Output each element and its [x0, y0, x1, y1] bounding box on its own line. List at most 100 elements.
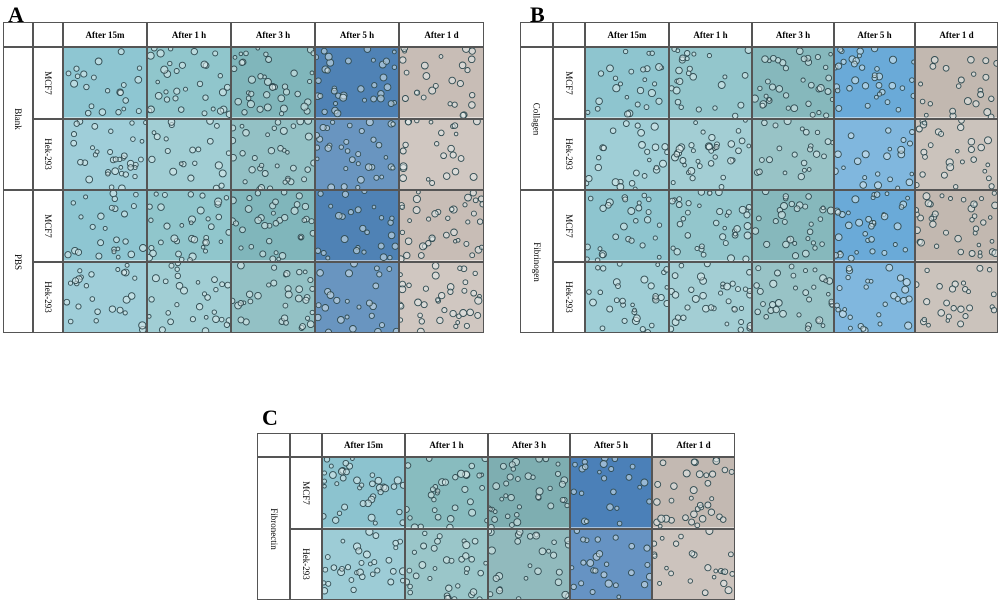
micrograph-image: [916, 191, 997, 261]
column-header: After 1 h: [405, 433, 488, 457]
group-label-text: Collagen: [531, 102, 542, 135]
corner-cell: [3, 22, 33, 47]
group-label-text: Blank: [13, 107, 23, 130]
micrograph: [753, 191, 833, 261]
column-header: After 3 h: [752, 22, 834, 47]
micrograph: [400, 119, 483, 189]
micrograph-image: [586, 191, 668, 261]
micrograph: [64, 262, 146, 332]
micrograph: [753, 119, 833, 189]
micrograph-image: [400, 48, 483, 118]
micrograph: [586, 191, 668, 261]
micrograph-image: [653, 458, 734, 528]
column-header: After 5 h: [570, 433, 652, 457]
micrograph: [148, 48, 230, 118]
micrograph: [571, 529, 651, 599]
corner-cell: [553, 22, 585, 47]
micrograph-image: [653, 529, 734, 599]
micrograph: [835, 262, 914, 332]
column-header: After 5 h: [834, 22, 915, 47]
micrograph: [916, 191, 997, 261]
micrograph-image: [586, 48, 668, 118]
micrograph: [323, 529, 404, 599]
row-label: Hek-293: [553, 118, 585, 190]
micrograph-image: [232, 262, 314, 332]
micrograph-image: [400, 191, 483, 261]
panel-label: B: [530, 2, 545, 27]
row-label-text: MCF7: [42, 213, 53, 238]
micrograph: [586, 262, 668, 332]
micrograph-image: [753, 262, 833, 332]
panel-label: C: [262, 405, 278, 430]
micrograph-image: [232, 48, 314, 118]
row-label-text: MCF7: [42, 70, 53, 95]
micrograph-image: [64, 262, 146, 332]
micrograph-image: [753, 119, 833, 189]
micrograph-image: [670, 119, 751, 189]
micrograph: [232, 119, 314, 189]
micrograph-image: [64, 48, 146, 118]
micrograph: [316, 48, 398, 118]
row-label: MCF7: [33, 47, 63, 119]
row-label: MCF7: [290, 457, 322, 529]
micrograph-image: [64, 191, 146, 261]
micrograph-image: [148, 191, 230, 261]
micrograph: [148, 262, 230, 332]
column-header: After 3 h: [488, 433, 570, 457]
micrograph: [64, 119, 146, 189]
micrograph: [653, 458, 734, 528]
column-header: After 5 h: [315, 22, 399, 47]
micrograph: [232, 48, 314, 118]
micrograph-image: [489, 529, 569, 599]
column-header: After 1 d: [652, 433, 735, 457]
row-label-text: MCF7: [300, 480, 311, 505]
micrograph: [323, 458, 404, 528]
micrograph: [916, 262, 997, 332]
micrograph-image: [835, 191, 914, 261]
row-label-text: Hek-293: [43, 138, 53, 171]
micrograph-image: [835, 48, 914, 118]
micrograph-image: [316, 48, 398, 118]
micrograph-image: [571, 458, 651, 528]
group-label: Fibronectin: [257, 457, 290, 600]
micrograph-image: [835, 119, 914, 189]
micrograph-image: [835, 262, 914, 332]
micrograph-image: [753, 191, 833, 261]
micrograph-image: [400, 262, 483, 332]
micrograph: [232, 262, 314, 332]
group-label: Collagen: [520, 47, 553, 190]
micrograph-image: [916, 48, 997, 118]
micrograph: [400, 48, 483, 118]
micrograph-image: [670, 262, 751, 332]
micrograph-image: [670, 191, 751, 261]
row-label-text: Hek-293: [564, 281, 574, 314]
column-header: After 1 d: [915, 22, 998, 47]
micrograph-image: [232, 119, 314, 189]
micrograph-image: [316, 262, 398, 332]
micrograph-image: [916, 119, 997, 189]
micrograph-image: [489, 458, 569, 528]
micrograph: [406, 458, 487, 528]
row-label: Hek-293: [33, 261, 63, 333]
micrograph-image: [400, 119, 483, 189]
micrograph: [670, 48, 751, 118]
group-label: Fibrinogen: [520, 190, 553, 333]
row-label-text: Hek-293: [43, 281, 53, 314]
corner-cell: [520, 22, 553, 47]
micrograph: [753, 48, 833, 118]
micrograph: [571, 458, 651, 528]
micrograph-image: [316, 119, 398, 189]
micrograph: [670, 191, 751, 261]
column-header: After 1 d: [399, 22, 484, 47]
column-header: After 1 h: [147, 22, 231, 47]
corner-cell: [33, 22, 63, 47]
micrograph: [232, 191, 314, 261]
row-label-text: Hek-293: [564, 138, 574, 171]
micrograph: [653, 529, 734, 599]
micrograph: [406, 529, 487, 599]
micrograph: [835, 48, 914, 118]
micrograph: [316, 119, 398, 189]
micrograph: [148, 191, 230, 261]
micrograph-image: [64, 119, 146, 189]
